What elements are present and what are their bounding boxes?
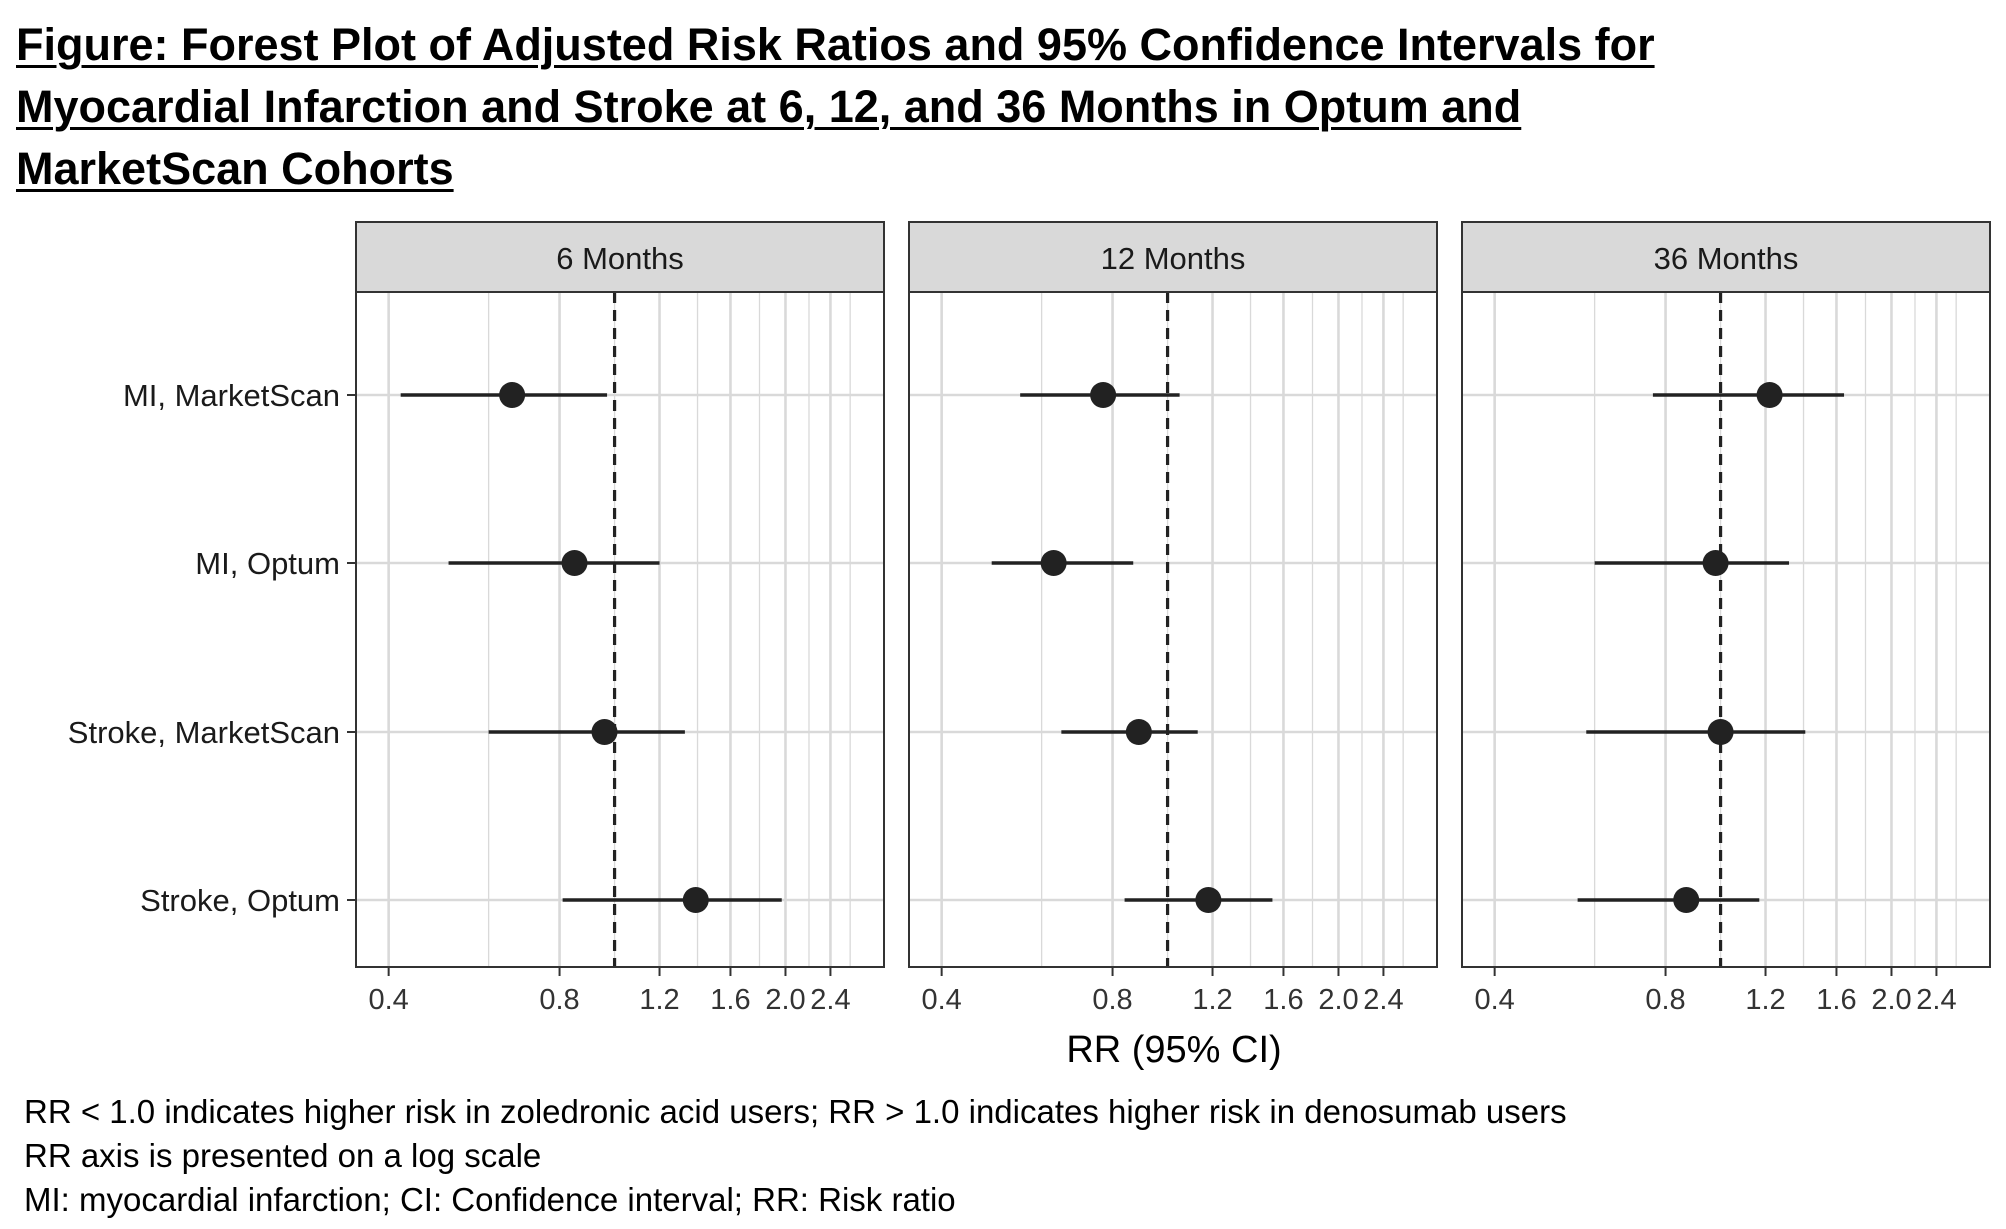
risk-ratio-point (1125, 719, 1152, 745)
facet-strip-label: 6 Months (556, 241, 684, 276)
panel-border (908, 291, 1438, 968)
y-tick-label: MI, Optum (195, 546, 340, 581)
x-tick-label: 1.6 (1263, 984, 1303, 1016)
panel-background (356, 292, 884, 967)
x-tick-label: 0.8 (539, 984, 579, 1016)
facet-strip-label: 12 Months (1101, 241, 1246, 276)
x-tick-label: 2.0 (1318, 984, 1358, 1016)
y-tick-label: Stroke, MarketScan (68, 715, 340, 750)
x-tick-label: 1.6 (710, 984, 750, 1016)
facet-strip (908, 221, 1438, 293)
panel-background (1462, 292, 1990, 967)
x-tick-label: 2.4 (1916, 984, 1956, 1016)
footnote: MI: myocardial infarction; CI: Confidenc… (24, 1181, 956, 1218)
panel-background (909, 292, 1437, 967)
facet-strip (1461, 221, 1991, 293)
x-tick-label: 2.0 (1871, 984, 1911, 1016)
x-tick-label: 1.2 (639, 984, 679, 1016)
title-line: Figure: Forest Plot of Adjusted Risk Rat… (16, 19, 1655, 70)
risk-ratio-point (561, 550, 588, 576)
risk-ratio-point (499, 382, 526, 408)
x-tick-label: 2.4 (810, 984, 850, 1016)
panel-border (1461, 291, 1991, 968)
x-tick-label: 1.2 (1192, 984, 1232, 1016)
risk-ratio-point (1040, 550, 1067, 576)
facet-strip-label: 36 Months (1654, 241, 1799, 276)
x-axis-title: RR (95% CI) (1066, 1029, 1281, 1071)
x-tick-label: 1.2 (1745, 984, 1785, 1016)
risk-ratio-point (591, 719, 618, 745)
risk-ratio-point (1673, 887, 1700, 913)
title-line: Myocardial Infarction and Stroke at 6, 1… (16, 81, 1522, 132)
risk-ratio-point (1090, 382, 1117, 408)
x-tick-label: 1.6 (1816, 984, 1856, 1016)
y-tick-label: Stroke, Optum (140, 883, 340, 918)
x-tick-label: 0.4 (368, 984, 408, 1016)
x-tick-label: 0.4 (921, 984, 961, 1016)
risk-ratio-point (1195, 887, 1222, 913)
risk-ratio-point (1707, 719, 1734, 745)
facet-strip (355, 221, 885, 293)
risk-ratio-point (1702, 550, 1729, 576)
footnote: RR < 1.0 indicates higher risk in zoledr… (24, 1093, 1567, 1130)
x-tick-label: 0.8 (1092, 984, 1132, 1016)
title-line: MarketScan Cohorts (16, 143, 454, 194)
footnotes: RR < 1.0 indicates higher risk in zoledr… (24, 1090, 1567, 1222)
risk-ratio-point (1756, 382, 1783, 408)
x-tick-label: 2.4 (1363, 984, 1403, 1016)
y-tick-label: MI, MarketScan (123, 378, 340, 413)
panel-border (355, 291, 885, 968)
x-tick-label: 2.0 (765, 984, 805, 1016)
footnote: RR axis is presented on a log scale (24, 1137, 542, 1174)
x-tick-label: 0.4 (1474, 984, 1514, 1016)
x-tick-label: 0.8 (1645, 984, 1685, 1016)
risk-ratio-point (682, 887, 709, 913)
figure-title: Figure: Forest Plot of Adjusted Risk Rat… (16, 14, 1976, 200)
